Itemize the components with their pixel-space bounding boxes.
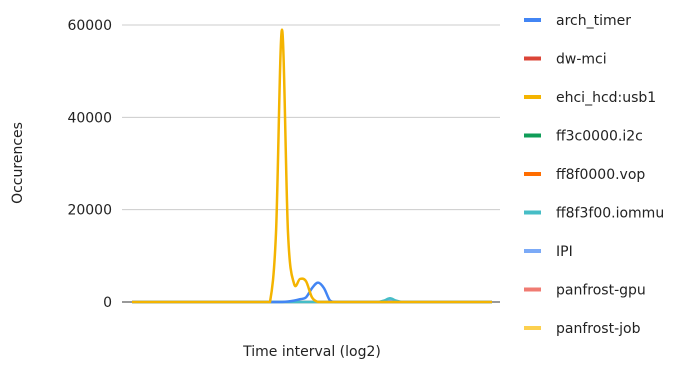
legend-swatch <box>524 56 541 61</box>
legend-swatch <box>524 287 541 292</box>
legend-label: IPI <box>556 244 573 260</box>
legend-label: ff8f0000.vop <box>556 167 645 183</box>
legend-label: ehci_hcd:usb1 <box>556 90 656 106</box>
legend-swatch <box>524 210 541 215</box>
series-line-ehci-hcd-usb1 <box>132 28 492 304</box>
x-axis-title: Time interval (log2) <box>242 344 381 360</box>
y-tick-label: 0 <box>103 295 112 311</box>
legend-item: dw-mci <box>524 52 607 68</box>
y-axis-title: Occurences <box>10 122 26 204</box>
legend-item: ff8f0000.vop <box>524 167 645 183</box>
legend: arch_timer dw-mci ehci_hcd:usb1 ff3c0000.i2… <box>524 13 664 337</box>
series-layer <box>132 28 492 304</box>
legend-label: panfrost-job <box>556 321 641 337</box>
legend-swatch <box>524 326 541 330</box>
y-tick-label: 60000 <box>67 18 112 34</box>
legend-label: arch_timer <box>556 13 631 29</box>
y-tick-label: 40000 <box>67 110 112 126</box>
legend-swatch <box>524 133 541 138</box>
legend-label: dw-mci <box>556 52 607 68</box>
legend-swatch <box>524 95 541 99</box>
legend-swatch <box>524 172 541 176</box>
legend-item: arch_timer <box>524 13 631 29</box>
legend-item: panfrost-job <box>524 321 641 337</box>
legend-label: ff8f3f00.iommu <box>556 206 664 222</box>
y-tick-labels: 0 20000 40000 60000 <box>67 18 112 311</box>
legend-swatch <box>524 18 541 22</box>
legend-item: IPI <box>524 244 573 260</box>
legend-item: ff3c0000.i2c <box>524 129 643 145</box>
legend-swatch <box>524 249 541 253</box>
legend-label: panfrost-gpu <box>556 283 646 299</box>
legend-item: panfrost-gpu <box>524 283 646 299</box>
legend-item: ehci_hcd:usb1 <box>524 90 656 106</box>
legend-item: ff8f3f00.iommu <box>524 206 664 222</box>
y-tick-label: 20000 <box>67 203 112 219</box>
grid-layer <box>122 24 500 303</box>
legend-label: ff3c0000.i2c <box>556 129 643 145</box>
